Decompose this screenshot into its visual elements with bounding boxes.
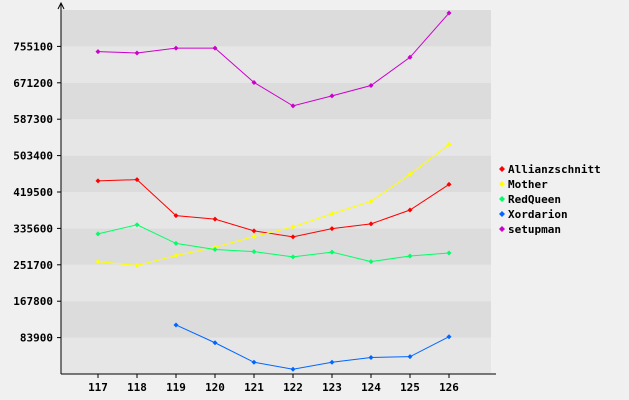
data-point-mother	[134, 263, 140, 269]
data-point-redqueen	[134, 222, 140, 228]
data-point-setupman	[173, 45, 179, 51]
legend-marker-mother	[499, 181, 505, 187]
data-point-mother	[329, 211, 335, 217]
legend-label-setupman: setupman	[508, 223, 561, 236]
x-tick-label: 119	[166, 381, 186, 394]
series-line-xordarion	[175, 324, 450, 370]
data-point-allianzschnitt	[446, 181, 452, 187]
data-point-allianzschnitt	[368, 221, 374, 227]
data-point-xordarion	[446, 334, 452, 340]
data-point-redqueen	[290, 254, 296, 260]
data-point-mother	[290, 224, 296, 230]
y-tick-label: 251700	[13, 259, 53, 272]
grid-band	[61, 192, 491, 229]
grid-band	[61, 264, 491, 302]
data-point-setupman	[329, 93, 335, 99]
data-point-allianzschnitt	[134, 177, 140, 183]
data-point-mother	[407, 171, 413, 177]
data-point-mother	[173, 253, 179, 259]
data-point-allianzschnitt	[95, 178, 101, 184]
legend-marker-setupman	[499, 226, 505, 232]
legend-label-redqueen: RedQueen	[508, 193, 561, 206]
x-tick-label: 118	[127, 381, 147, 394]
x-tick-label: 117	[88, 381, 108, 394]
data-point-xordarion	[290, 366, 296, 372]
axes	[57, 1, 496, 375]
data-point-xordarion	[212, 340, 218, 346]
data-point-mother	[368, 198, 374, 204]
data-point-allianzschnitt	[290, 234, 296, 240]
grid-band	[61, 155, 491, 192]
data-point-xordarion	[368, 355, 374, 361]
data-point-allianzschnitt	[251, 228, 257, 234]
legend-label-xordarion: Xordarion	[508, 208, 568, 221]
data-point-mother	[251, 233, 257, 239]
legend: Allianzschnitt Mother RedQueen Xordarion set…	[499, 163, 601, 236]
x-axis-ticks: 117 118 119 120 121 122 123 124 125 126	[88, 374, 459, 394]
data-point-xordarion	[173, 322, 179, 328]
data-point-redqueen	[368, 259, 374, 265]
data-point-setupman	[95, 49, 101, 55]
series-line-redqueen	[97, 224, 450, 263]
y-tick-label: 671200	[13, 77, 53, 90]
data-point-allianzschnitt	[212, 216, 218, 222]
grid-band	[61, 10, 491, 47]
y-tick-label: 587300	[13, 113, 53, 126]
data-point-redqueen	[446, 250, 452, 256]
data-point-redqueen	[173, 240, 179, 246]
series-line-setupman	[97, 12, 450, 107]
data-point-setupman	[290, 103, 296, 109]
grid-band	[61, 46, 491, 83]
x-tick-label: 121	[244, 381, 264, 394]
legend-label-mother: Mother	[508, 178, 548, 191]
data-point-mother	[446, 141, 452, 147]
x-tick-label: 123	[322, 381, 342, 394]
data-point-mother	[95, 259, 101, 265]
x-tick-label: 125	[400, 381, 420, 394]
data-point-xordarion	[329, 359, 335, 365]
data-point-xordarion	[251, 359, 257, 365]
x-tick-label: 126	[439, 381, 459, 394]
x-tick-label: 120	[205, 381, 225, 394]
legend-marker-allianzschnitt	[499, 166, 505, 172]
data-point-allianzschnitt	[173, 213, 179, 219]
grid-band	[61, 301, 491, 338]
data-point-redqueen	[212, 246, 218, 252]
data-point-setupman	[407, 54, 413, 60]
x-tick-label: 124	[361, 381, 381, 394]
legend-label-allianzschnitt: Allianzschnitt	[508, 163, 601, 176]
series-line-mother	[97, 144, 450, 267]
data-point-setupman	[251, 79, 257, 85]
y-axis-ticks: 83900 167800 251700 335600 419500 503400 58730…	[13, 40, 61, 345]
data-point-xordarion	[407, 354, 413, 360]
data-point-redqueen	[329, 249, 335, 255]
data-point-redqueen	[407, 253, 413, 259]
y-tick-label: 167800	[13, 295, 53, 308]
y-tick-label: 83900	[20, 332, 53, 345]
y-tick-label: 335600	[13, 222, 53, 235]
series-lines	[95, 10, 452, 372]
data-point-setupman	[368, 82, 374, 88]
data-point-setupman	[134, 50, 140, 56]
plot-background-bands	[61, 10, 491, 374]
series-line-allianzschnitt	[97, 179, 450, 238]
y-tick-label: 503400	[13, 150, 53, 163]
grid-band	[61, 119, 491, 156]
data-point-redqueen	[95, 231, 101, 237]
legend-marker-redqueen	[499, 196, 505, 202]
legend-marker-xordarion	[499, 211, 505, 217]
y-tick-label: 755100	[13, 40, 53, 53]
grid-band	[61, 337, 491, 374]
x-tick-label: 122	[283, 381, 303, 394]
y-tick-label: 419500	[13, 186, 53, 199]
data-point-redqueen	[251, 249, 257, 255]
data-point-setupman	[212, 45, 218, 51]
data-point-allianzschnitt	[329, 226, 335, 232]
grid-band	[61, 82, 491, 120]
data-point-setupman	[446, 10, 452, 16]
data-point-allianzschnitt	[407, 207, 413, 213]
y-axis-arrow	[57, 1, 65, 10]
